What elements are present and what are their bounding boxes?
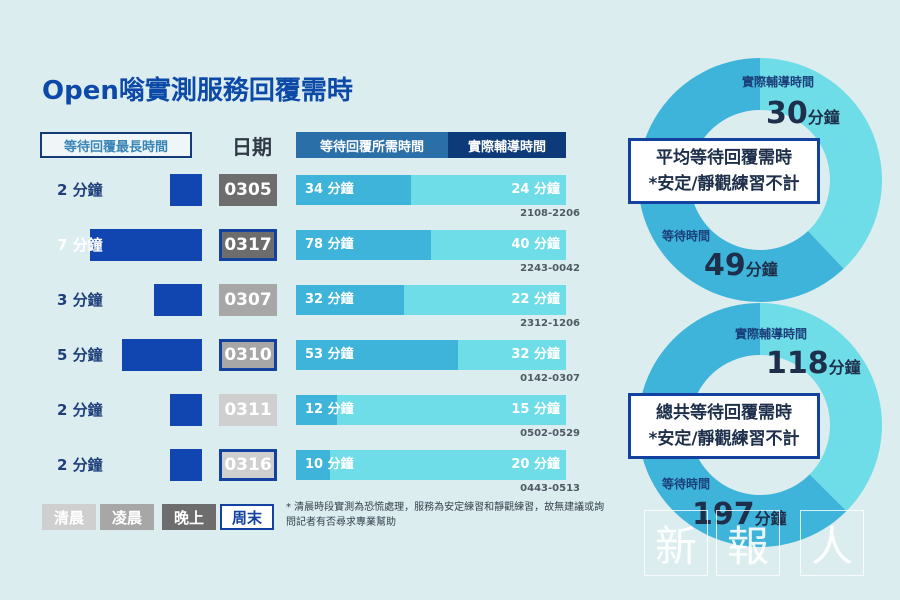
watermark-char: 新 [644, 510, 708, 576]
actual-time-label: 32 分鐘 [511, 347, 560, 362]
need-time-label: 10 分鐘 [305, 457, 354, 472]
table-row: 5 分鐘 0310 53 分鐘 32 分鐘 0142-0307 [0, 339, 600, 394]
wait-max-label: 7 分鐘 [57, 236, 103, 254]
donut-average-wait-label: 等待時間 [662, 229, 711, 243]
wait-max-bar [90, 229, 202, 261]
donut-average-actual-value: 30分鐘 [766, 96, 840, 131]
legend-item: 清晨 [42, 504, 96, 530]
donut-average-box-note: *安定/靜觀練習不計 [648, 174, 800, 194]
donut-total-wait-number: 197 [692, 497, 755, 532]
footnote: * 清晨時段實測為恐慌處理，服務為安定練習和靜觀練習，故無建議或詢問記者有否尋求… [286, 502, 605, 528]
need-time-bar [296, 450, 330, 480]
table-row: 2 分鐘 0305 34 分鐘 24 分鐘 2108-2206 [0, 174, 600, 229]
wait-max-label: 2 分鐘 [57, 401, 103, 419]
need-time-label: 78 分鐘 [305, 237, 354, 252]
donut-average-wait-unit: 分鐘 [745, 260, 778, 279]
donut-average-actual-label: 實際輔導時間 [742, 75, 815, 89]
donut-total-wait-unit: 分鐘 [754, 509, 787, 528]
header-date: 日期 [232, 134, 272, 159]
donut-average-box-title: 平均等待回覆需時 [656, 148, 792, 168]
date-badge: 0307 [219, 284, 277, 316]
wait-max-label: 2 分鐘 [57, 456, 103, 474]
donut-total-actual-label: 實際輔導時間 [735, 327, 808, 341]
donut-total-box-note: *安定/靜觀練習不計 [648, 429, 800, 449]
wait-max-bar [154, 284, 202, 316]
date-badge: 0305 [219, 174, 277, 206]
table-row: 2 分鐘 0316 10 分鐘 20 分鐘 0443-0513 [0, 449, 600, 504]
donut-average-actual-number: 30 [766, 96, 808, 131]
wait-max-label: 5 分鐘 [57, 346, 103, 364]
legend-item: 周末 [220, 504, 274, 530]
donut-total-wait-label: 等待時間 [662, 477, 711, 491]
donut-total-box: 總共等待回覆需時 *安定/靜觀練習不計 [628, 393, 820, 459]
time-range: 0142-0307 [520, 373, 580, 384]
donut-average-actual-unit: 分鐘 [807, 108, 840, 127]
time-range: 2243-0042 [520, 263, 580, 274]
watermark-char: 報 [716, 510, 780, 576]
donut-average-wait-number: 49 [704, 248, 746, 283]
header-need-time: 等待回覆所需時間 [296, 132, 448, 158]
wait-max-bar [170, 394, 202, 426]
donut-total [637, 303, 882, 547]
date-badge: 0311 [219, 394, 277, 426]
table-row: 2 分鐘 0311 12 分鐘 15 分鐘 0502-0529 [0, 394, 600, 449]
legend-item: 晚上 [162, 504, 216, 530]
need-time-label: 53 分鐘 [305, 347, 354, 362]
donut-total-actual-value: 118分鐘 [766, 346, 861, 381]
donut-slice-wait [638, 58, 844, 302]
date-badge: 0310 [219, 339, 277, 371]
date-badge: 0317 [219, 229, 277, 261]
table-row: 3 分鐘 0307 32 分鐘 22 分鐘 2312-1206 [0, 284, 600, 339]
watermark-char: 人 [800, 510, 864, 576]
actual-time-label: 20 分鐘 [511, 457, 560, 472]
legend-item: 凌晨 [100, 504, 154, 530]
need-time-label: 32 分鐘 [305, 292, 354, 307]
donut-slice-wait [637, 303, 847, 547]
header-actual-time: 實際輔導時間 [448, 132, 566, 158]
need-time-label: 12 分鐘 [305, 402, 354, 417]
header-wait-max: 等待回覆最長時間 [40, 132, 192, 158]
need-time-bar [296, 340, 475, 370]
time-range: 2108-2206 [520, 208, 580, 219]
donut-average-wait-value: 49分鐘 [704, 248, 778, 283]
actual-time-bar [404, 285, 566, 315]
actual-time-bar [458, 340, 566, 370]
donut-total-box-title: 總共等待回覆需時 [656, 403, 792, 423]
actual-time-bar [330, 450, 566, 480]
time-range: 2312-1206 [520, 318, 580, 329]
donut-slice-actual [760, 58, 882, 269]
donut-total-actual-unit: 分鐘 [828, 358, 861, 377]
actual-time-label: 15 分鐘 [511, 402, 560, 417]
table-row: 7 分鐘 0317 78 分鐘 40 分鐘 2243-0042 [0, 229, 600, 284]
actual-time-bar [431, 230, 566, 260]
donut-average-box: 平均等待回覆需時 *安定/靜觀練習不計 [628, 138, 820, 204]
date-badge: 0316 [219, 449, 277, 481]
wait-max-bar [170, 174, 202, 206]
need-time-bar [296, 175, 411, 205]
time-range: 0443-0513 [520, 483, 580, 494]
donut-total-actual-number: 118 [766, 346, 829, 381]
wait-max-label: 3 分鐘 [57, 291, 103, 309]
wait-max-bar [122, 339, 202, 371]
need-time-bar [296, 285, 404, 315]
donut-average [638, 58, 882, 302]
need-time-label: 34 分鐘 [305, 182, 354, 197]
wait-max-label: 2 分鐘 [57, 181, 103, 199]
donut-slice-actual [760, 303, 882, 512]
actual-time-bar [411, 175, 566, 205]
page-title: Open嗡實測服務回覆需時 [42, 76, 353, 106]
actual-time-bar [337, 395, 566, 425]
actual-time-label: 40 分鐘 [511, 237, 560, 252]
actual-time-label: 24 分鐘 [511, 182, 560, 197]
actual-time-label: 22 分鐘 [511, 292, 560, 307]
wait-max-bar [170, 449, 202, 481]
need-time-bar [296, 395, 337, 425]
donut-total-wait-value: 197分鐘 [692, 497, 787, 532]
time-range: 0502-0529 [520, 428, 580, 439]
